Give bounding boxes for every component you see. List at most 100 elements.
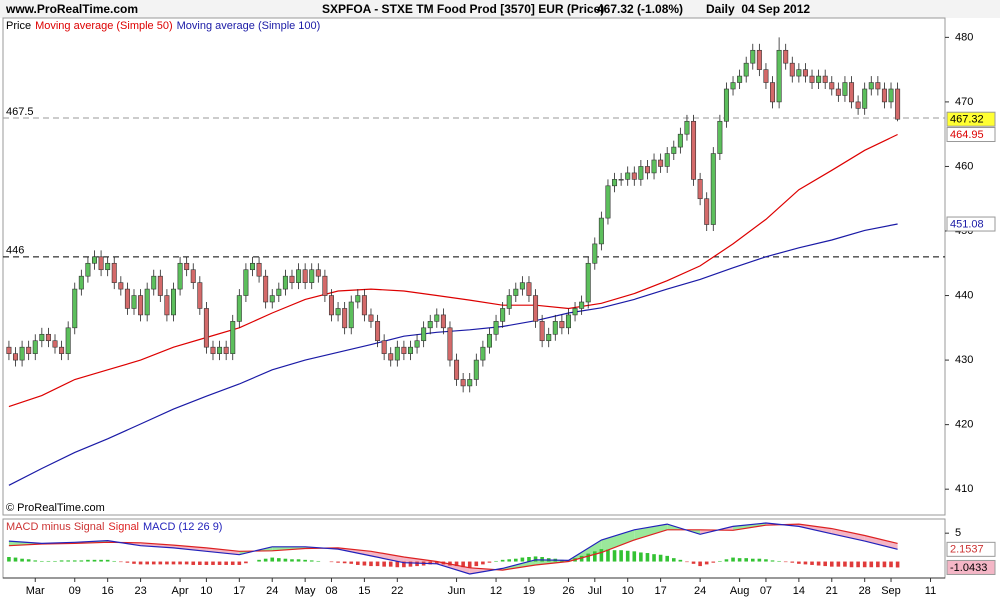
histogram-bar [211,561,215,565]
candle-body [394,346,400,361]
candle-body [802,69,808,77]
candle-body [467,379,473,387]
candle-body [164,295,170,316]
candle-body [526,282,532,296]
candle-body [585,262,591,303]
x-tick-label: 28 [859,585,871,597]
histogram-bar [744,558,748,562]
histogram-bar [138,561,143,565]
legend-entry: Moving average (Simple 50) [35,20,173,32]
candle-body [85,262,91,277]
candle-body [243,269,249,296]
candle-body [427,321,433,329]
histogram-bar [204,561,209,565]
candle-body [302,269,308,283]
candle-body [118,282,124,290]
y-tick-label: 5 [955,527,961,539]
candle-body [875,82,881,90]
histogram-bar [882,561,887,568]
histogram-bar [665,555,670,562]
candle-body [618,179,624,181]
histogram-bar [797,561,801,564]
candle-body [539,321,545,342]
histogram-bar [309,560,314,562]
macd-fill [370,551,404,563]
histogram-bar [770,560,775,562]
histogram-bar [639,552,643,562]
histogram-bar [244,561,248,564]
candle-body [289,275,295,283]
histogram-bar [296,559,301,562]
y-tick-label: 470 [955,96,973,108]
histogram-bar [356,561,360,565]
macd-fill [173,545,207,552]
histogram-bar [79,560,84,562]
candle-body [895,88,901,120]
x-tick-label: Aug [730,585,750,597]
candle-body [565,314,571,329]
histogram-bar [408,561,413,567]
candle-body [19,346,25,361]
site-name: www.ProRealTime.com [5,2,138,16]
macd-fill [206,547,240,555]
candle-body [197,282,203,309]
histogram-bar [625,550,630,562]
candle-body [855,101,861,109]
histogram-bar [428,561,433,565]
candle-body [368,314,374,322]
histogram-bar [777,560,781,562]
line-series [8,523,898,571]
legend-entry: MACD (12 26 9) [143,521,222,533]
candle-body [315,269,321,277]
candle-body [756,49,762,70]
candle-body [697,179,703,200]
histogram-bar [862,561,867,568]
candle-body [32,340,38,354]
candle-body [256,262,262,277]
histogram-bar [829,561,834,567]
candle-body [407,346,413,354]
histogram-bar [487,561,492,563]
candle-body [269,295,275,303]
candle-body [92,256,98,264]
histogram-bar [579,555,584,562]
histogram-bar [823,561,827,567]
candle-body [789,62,795,77]
histogram-bar [507,559,512,562]
histogram-bar [40,560,44,562]
candle-body [421,327,427,342]
histogram-bar [277,558,281,562]
histogram-bar [224,561,228,565]
x-tick-label: 26 [562,585,574,597]
histogram-bar [362,561,367,566]
histogram-bar [53,560,57,562]
candle-body [631,172,637,180]
histogram-bar [816,561,821,566]
candle-body [816,75,822,83]
value-tag-box [946,541,996,557]
histogram-bar [290,559,294,562]
candle-body [375,321,381,342]
x-tick-label: Sep [881,585,901,597]
histogram-bar [388,561,393,567]
candle-body [723,88,729,122]
reference-label: 446 [6,245,24,257]
x-tick-label: 21 [826,585,838,597]
macd-fill [831,528,865,542]
candle-body [770,82,776,103]
candle-body [282,275,288,290]
chart-title: SXPFOA - STXE TM Food Prod [3570] EUR (P… [322,2,604,16]
value-tag-box [946,127,996,143]
candle-body [763,69,769,83]
candle-body [658,159,664,167]
candle-body [361,295,367,316]
histogram-bar [303,559,307,562]
value-tag-box [946,559,996,575]
candle-body [263,275,269,303]
histogram-bar [810,561,814,565]
histogram-bar [178,561,182,565]
value-tag: 467.32 [950,114,984,126]
histogram-bar [283,558,288,562]
candle-body [342,308,348,329]
candle-body [598,217,604,245]
